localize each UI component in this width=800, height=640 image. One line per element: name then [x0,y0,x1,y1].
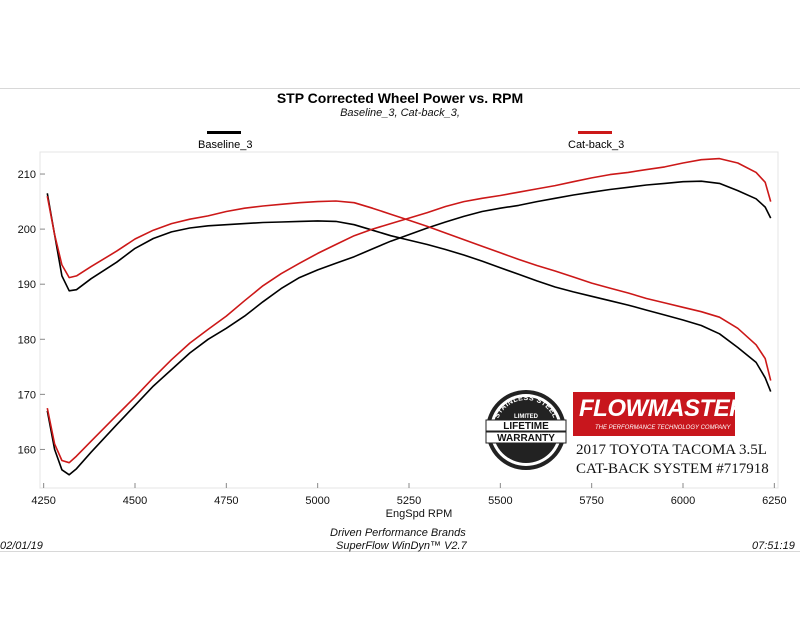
flowmaster-tagline: THE PERFORMANCE TECHNOLOGY COMPANY [595,425,731,431]
footer-company: Driven Performance Brands [330,527,466,539]
vehicle-label: 2017 TOYOTA TACOMA 3.5L [576,442,767,458]
warranty-badge: STAINLESS STEEL LIMITED LIFETIME WARRANT… [484,388,568,472]
x-tick-label: 6250 [762,495,786,507]
legend-label-baseline: Baseline_3 [198,139,253,151]
y-tick-label: 210 [18,169,36,181]
legend-label-catback: Cat-back_3 [568,139,625,151]
y-tick-label: 170 [18,389,36,401]
footer-time: 07:51:19 [752,540,795,552]
y-tick-label: 190 [18,279,36,291]
x-tick-label: 5750 [579,495,603,507]
footer-date: 02/01/19 [0,540,43,552]
badge-line1: LIFETIME [503,421,549,432]
series-line-baseline-rising [46,180,772,476]
x-tick-label: 4250 [31,495,55,507]
x-tick-label: 6000 [671,495,695,507]
warranty-seal-icon: STAINLESS STEEL LIMITED LIFETIME WARRANT… [485,390,567,470]
footer-software: SuperFlow WinDyn™ V2.7 [336,540,467,552]
badge-limited: LIMITED [514,414,539,420]
chart-title: STP Corrected Wheel Power vs. RPM [276,90,524,106]
y-tick-label: 200 [18,224,36,236]
x-tick-label: 5000 [305,495,329,507]
x-tick-label: 5500 [488,495,512,507]
legend-swatch-catback [578,131,612,134]
x-tick-label: 4500 [123,495,147,507]
badge-line2: WARRANTY [497,433,555,444]
y-tick-label: 160 [18,444,36,456]
x-axis-label: EngSpd RPM [386,508,453,520]
legend-swatch-baseline [207,131,241,134]
x-tick-label: 5250 [397,495,421,507]
system-label: CAT-BACK SYSTEM #717918 [576,461,769,477]
flowmaster-brand: FLOWMASTER [579,395,746,422]
y-tick-label: 180 [18,334,36,346]
series-line-catback-rising [46,157,772,464]
chart-subtitle: Baseline_3, Cat-back_3, [340,107,460,119]
plot-area [39,151,779,489]
series-line-catback-falling [46,195,772,381]
x-tick-label: 4750 [214,495,238,507]
flowmaster-logo: FLOWMASTER THE PERFORMANCE TECHNOLOGY CO… [573,392,746,436]
